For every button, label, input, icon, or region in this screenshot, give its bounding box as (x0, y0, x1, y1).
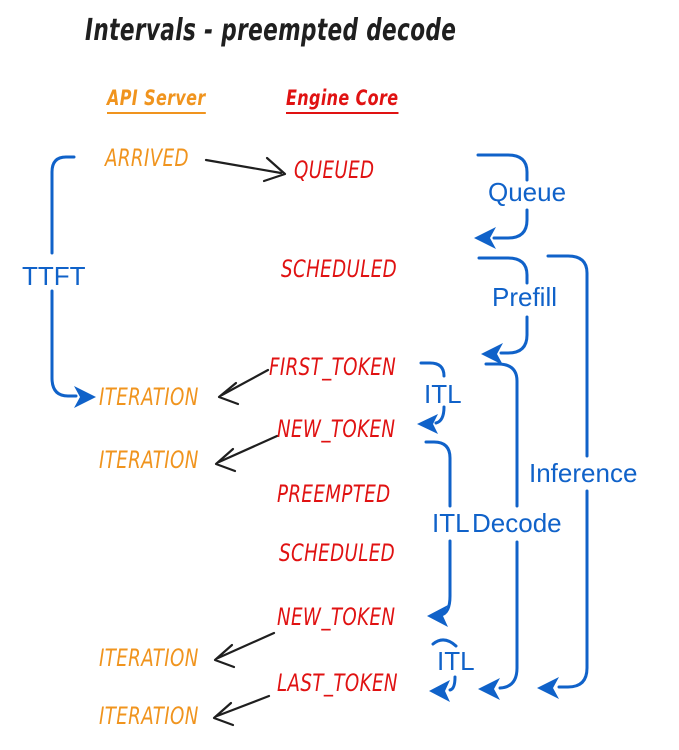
event-new-token-2: NEW_TOKEN (277, 603, 396, 631)
arrow-arrived-to-queued (204, 156, 287, 183)
column-header-api-server: API Server (107, 88, 206, 114)
arrow-first-token-to-iteration1 (217, 368, 270, 406)
arrow-new-token2-to-iteration3 (213, 631, 276, 669)
interval-itl-1-label: ITL (424, 379, 462, 409)
event-queued: QUEUED (294, 156, 375, 184)
arrowhead-left-icon (213, 643, 236, 669)
interval-itl-3-label: ITL (437, 646, 475, 676)
event-preempted: PREEMPTED (277, 480, 391, 508)
prefill-bracket (477, 256, 529, 365)
column-header-engine-core: Engine Core (286, 88, 399, 114)
interval-inference-label: Inference (529, 458, 638, 488)
ttft-arrow-right-icon (74, 386, 96, 408)
event-scheduled-2: SCHEDULED (279, 539, 396, 567)
arrowhead-left-icon (212, 701, 235, 727)
event-new-token-1: NEW_TOKEN (277, 415, 396, 443)
event-first-token: FIRST_TOKEN (269, 353, 397, 381)
itl1-bracket (417, 361, 446, 434)
arrowhead-left-icon (217, 381, 240, 406)
queue-bracket (474, 153, 529, 249)
prefill-arrow-left-icon (481, 343, 503, 365)
interval-itl-2-label: ITL (432, 508, 470, 538)
interval-ttft-label: TTFT (22, 261, 86, 291)
inference-bracket (537, 254, 589, 699)
itl1-arrow-left-icon (417, 414, 438, 434)
ttft-bracket (50, 155, 96, 408)
itl3-arrow-left-icon (429, 680, 450, 702)
interval-queue-label: Queue (488, 177, 567, 207)
event-iteration-1: ITERATION (99, 383, 199, 411)
event-arrived: ARRIVED (105, 144, 189, 172)
queue-arrow-left-icon (474, 227, 496, 249)
event-iteration-4: ITERATION (99, 702, 199, 730)
inference-arrow-left-icon (537, 677, 559, 699)
interval-decode-label: Decode (472, 508, 562, 538)
itl3-bracket (429, 638, 458, 702)
event-scheduled-1: SCHEDULED (281, 255, 398, 283)
itl2-bracket (424, 440, 452, 627)
itl2-arrow-left-icon (427, 605, 448, 627)
arrow-last-token-to-iteration4 (212, 694, 271, 727)
event-iteration-3: ITERATION (99, 644, 199, 672)
event-last-token: LAST_TOKEN (277, 669, 398, 697)
decode-bracket (478, 362, 519, 700)
arrowhead-left-icon (214, 447, 237, 473)
arrow-new-token1-to-iteration2 (214, 434, 279, 473)
interval-prefill-label: Prefill (492, 282, 558, 312)
page-title: Intervals - preempted decode (85, 13, 457, 48)
arrowhead-right-icon (262, 156, 287, 183)
event-iteration-2: ITERATION (99, 446, 199, 474)
decode-arrow-left-icon (478, 678, 500, 700)
